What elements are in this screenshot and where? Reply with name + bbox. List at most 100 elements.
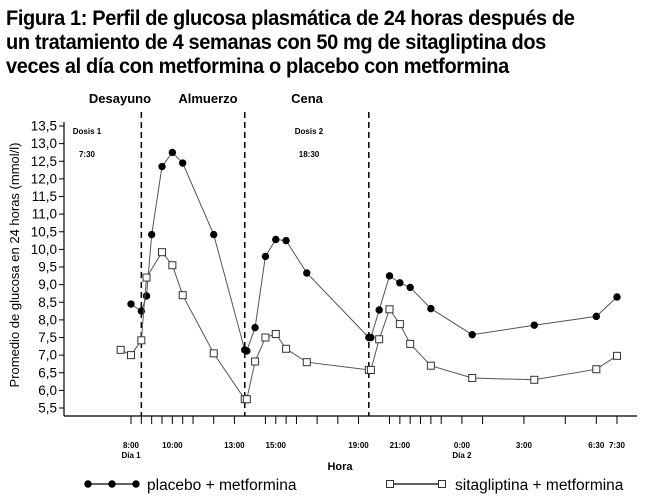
day-label: Día 1 <box>121 451 141 460</box>
series-layer <box>116 148 621 404</box>
data-point <box>282 344 291 353</box>
data-point <box>158 248 167 257</box>
data-point <box>147 230 156 239</box>
data-point <box>158 162 166 171</box>
data-point <box>168 148 177 157</box>
legend-label-placebo: placebo + metformina <box>147 477 297 494</box>
data-point <box>367 333 375 342</box>
legend-marker-sitagliptina <box>386 480 394 488</box>
y-tick-label: 5,5 <box>38 401 57 416</box>
series-sitagliptina <box>116 248 621 404</box>
legend-marker-placebo <box>132 480 140 488</box>
meal-label: Desayuno <box>89 91 151 106</box>
data-point <box>385 305 394 314</box>
data-point <box>303 269 311 277</box>
y-tick-label: 6,5 <box>38 365 57 380</box>
y-tick-label: 12,0 <box>31 171 57 186</box>
data-point <box>530 375 539 384</box>
data-point <box>127 300 135 308</box>
data-point <box>210 230 218 239</box>
y-tick-label: 7,5 <box>38 330 57 345</box>
dose-label: Dosis 2 <box>295 127 324 136</box>
y-axis-label: Promedio de glucosa en 24 horas (mmol/l) <box>7 143 22 388</box>
meal-label: Cena <box>291 91 324 106</box>
figure-title-line-3: veces al día con metformina o placebo co… <box>6 54 509 78</box>
data-point <box>385 272 394 280</box>
y-tick-label: 11,0 <box>32 207 57 222</box>
series-line <box>120 251 246 400</box>
x-tick-label: 15:00 <box>266 441 287 450</box>
data-point <box>243 347 251 355</box>
data-point <box>426 361 435 370</box>
series-line <box>370 275 618 338</box>
data-point <box>592 365 601 374</box>
data-point <box>242 395 251 404</box>
meal-lines: Desayuno Almuerzo Cena <box>89 91 370 416</box>
legend-marker-placebo <box>84 480 92 488</box>
data-point <box>116 345 125 354</box>
x-tick-label: 21:00 <box>390 441 411 450</box>
chart-axes: 5,5 6,0 6,5 7,0 7,5 8,0 8,5 9,0 9,5 10,0 10,5 11,0 1… <box>31 119 637 460</box>
y-tick-label: 10,0 <box>31 242 57 257</box>
data-point <box>302 358 311 367</box>
y-tick-label: 7,0 <box>38 348 57 363</box>
x-tick-label: 7:30 <box>609 441 626 450</box>
data-point <box>468 330 476 339</box>
x-tick-label: 6:30 <box>588 441 605 450</box>
y-tick-label: 13,5 <box>31 119 57 134</box>
data-point <box>251 323 259 332</box>
data-point <box>282 236 290 245</box>
figure-title-line-2: un tratamiento de 4 semanas con 50 mg de… <box>6 30 546 54</box>
data-point <box>179 159 187 167</box>
legend-marker-placebo <box>108 480 116 488</box>
figure-title: Figura 1: Perfil de glucosa plasmática d… <box>6 6 601 78</box>
dose-time: 7:30 <box>79 150 96 159</box>
y-tick-label: 10,5 <box>31 224 57 239</box>
y-tick-label: 9,5 <box>38 260 57 275</box>
x-tick-label: 8:00 <box>123 441 140 450</box>
data-point <box>530 321 538 329</box>
data-point <box>271 329 280 338</box>
data-point <box>468 374 477 383</box>
y-tick-label: 8,0 <box>38 312 57 327</box>
annotations: Dosis 1 7:30 Dosis 2 18:30 <box>73 127 324 159</box>
y-tick-label: 11,5 <box>32 189 57 204</box>
y-tick-label: 9,0 <box>38 277 57 292</box>
data-point <box>137 336 146 345</box>
data-point <box>375 306 383 314</box>
dose-time: 18:30 <box>299 150 320 159</box>
figure-title-line-1: Figura 1: Perfil de glucosa plasmática d… <box>6 6 575 30</box>
x-axis-label: Hora <box>327 461 353 473</box>
y-tick-label: 12,5 <box>31 154 57 169</box>
data-point <box>366 365 375 374</box>
data-point <box>427 304 435 313</box>
data-point <box>142 292 151 300</box>
series-line <box>246 333 369 400</box>
x-tick-label: 13:00 <box>224 441 245 450</box>
data-point <box>406 339 415 348</box>
dose-label: Dosis 1 <box>73 127 102 136</box>
data-point <box>261 333 270 342</box>
legend-marker-sitagliptina <box>438 480 446 488</box>
data-point <box>168 261 177 270</box>
data-point <box>137 307 146 315</box>
x-tick-label: 0:00 <box>454 441 471 450</box>
series-line <box>370 308 618 381</box>
series-placebo <box>127 148 621 355</box>
data-point <box>178 291 187 300</box>
y-tick-label: 6,0 <box>38 383 57 398</box>
data-point <box>261 252 270 261</box>
data-point <box>592 312 601 321</box>
data-point <box>396 279 404 287</box>
data-point <box>209 349 218 358</box>
series-line <box>130 151 246 350</box>
data-point <box>613 293 621 301</box>
day-label: Día 2 <box>452 451 472 460</box>
data-point <box>613 351 621 360</box>
data-point <box>375 335 384 344</box>
data-point <box>272 235 280 244</box>
x-tick-label: 19:00 <box>348 441 369 450</box>
data-point <box>142 273 151 282</box>
y-tick-label: 13,0 <box>31 136 57 151</box>
